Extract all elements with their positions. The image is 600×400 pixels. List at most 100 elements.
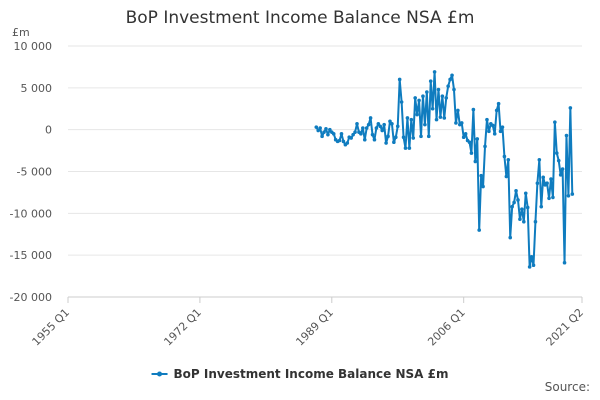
data-point[interactable] xyxy=(314,125,319,129)
data-point[interactable] xyxy=(388,119,392,124)
data-point[interactable] xyxy=(463,132,468,136)
data-point[interactable] xyxy=(349,136,353,140)
data-point[interactable] xyxy=(434,117,439,122)
data-point[interactable] xyxy=(450,73,454,78)
data-point[interactable] xyxy=(514,188,518,193)
data-point[interactable] xyxy=(428,79,433,83)
data-point[interactable] xyxy=(479,173,483,178)
data-point[interactable] xyxy=(481,184,485,189)
data-point[interactable] xyxy=(533,219,538,224)
data-point[interactable] xyxy=(545,181,549,186)
data-point[interactable] xyxy=(469,151,474,155)
data-point[interactable] xyxy=(390,122,394,126)
data-point[interactable] xyxy=(368,116,373,120)
data-point[interactable] xyxy=(518,217,522,221)
data-point[interactable] xyxy=(444,96,449,100)
data-point[interactable] xyxy=(413,96,417,100)
data-point[interactable] xyxy=(440,94,445,98)
data-point[interactable] xyxy=(525,205,530,210)
data-point[interactable] xyxy=(504,174,509,179)
data-point[interactable] xyxy=(378,124,383,129)
data-point[interactable] xyxy=(570,192,575,196)
data-point[interactable] xyxy=(568,106,573,110)
data-point[interactable] xyxy=(318,126,322,130)
data-point[interactable] xyxy=(506,157,511,162)
data-point[interactable] xyxy=(547,196,551,201)
data-point[interactable] xyxy=(494,108,499,113)
data-point[interactable] xyxy=(566,193,571,198)
data-point[interactable] xyxy=(425,90,429,94)
data-point[interactable] xyxy=(432,70,437,74)
data-point[interactable] xyxy=(510,204,514,209)
data-point[interactable] xyxy=(320,134,324,139)
data-point[interactable] xyxy=(374,126,379,130)
data-point[interactable] xyxy=(372,137,377,142)
data-point[interactable] xyxy=(353,130,357,134)
data-point[interactable] xyxy=(386,134,390,139)
data-point[interactable] xyxy=(401,135,406,139)
data-point[interactable] xyxy=(337,138,342,143)
data-point[interactable] xyxy=(415,112,419,117)
data-point[interactable] xyxy=(436,87,441,92)
legend[interactable]: BoP Investment Income Balance NSA £m xyxy=(151,367,449,381)
data-point[interactable] xyxy=(326,132,330,137)
data-point[interactable] xyxy=(553,120,557,124)
data-point[interactable] xyxy=(362,137,367,142)
data-point[interactable] xyxy=(405,116,410,120)
data-point[interactable] xyxy=(531,263,536,268)
data-point[interactable] xyxy=(512,200,516,205)
data-point[interactable] xyxy=(382,122,386,127)
data-point[interactable] xyxy=(430,106,435,111)
data-point[interactable] xyxy=(407,146,412,150)
data-point[interactable] xyxy=(376,122,381,126)
data-point[interactable] xyxy=(473,159,478,164)
data-point[interactable] xyxy=(438,115,443,119)
data-point[interactable] xyxy=(395,124,400,129)
data-point[interactable] xyxy=(456,108,460,113)
data-point[interactable] xyxy=(508,235,513,240)
data-point[interactable] xyxy=(454,121,458,125)
data-point[interactable] xyxy=(442,116,447,120)
data-point[interactable] xyxy=(527,265,532,269)
data-point[interactable] xyxy=(485,117,489,122)
data-point[interactable] xyxy=(522,219,526,224)
data-point[interactable] xyxy=(359,132,363,136)
data-point[interactable] xyxy=(459,121,464,125)
data-point[interactable] xyxy=(392,140,396,145)
data-point[interactable] xyxy=(393,135,398,139)
data-point[interactable] xyxy=(409,117,414,122)
data-point[interactable] xyxy=(560,167,565,171)
data-point[interactable] xyxy=(496,101,501,106)
data-point[interactable] xyxy=(316,128,321,133)
data-point[interactable] xyxy=(328,127,332,132)
data-point[interactable] xyxy=(448,77,452,82)
data-point[interactable] xyxy=(558,173,563,177)
data-point[interactable] xyxy=(549,177,553,181)
data-point[interactable] xyxy=(467,140,472,145)
data-point[interactable] xyxy=(331,132,336,136)
data-point[interactable] xyxy=(551,195,555,200)
data-point[interactable] xyxy=(452,87,456,92)
data-point[interactable] xyxy=(490,123,495,128)
data-point[interactable] xyxy=(411,136,416,140)
data-point[interactable] xyxy=(535,181,540,186)
data-point[interactable] xyxy=(498,129,503,134)
data-point[interactable] xyxy=(502,154,507,159)
data-point[interactable] xyxy=(554,151,559,155)
data-point[interactable] xyxy=(417,98,421,103)
data-point[interactable] xyxy=(564,133,569,138)
data-point[interactable] xyxy=(426,134,431,139)
data-point[interactable] xyxy=(419,134,423,139)
data-point[interactable] xyxy=(516,198,520,202)
data-point[interactable] xyxy=(556,158,561,163)
data-point[interactable] xyxy=(500,125,505,129)
data-point[interactable] xyxy=(322,130,326,134)
data-point[interactable] xyxy=(537,157,542,162)
data-point[interactable] xyxy=(324,127,328,131)
data-point[interactable] xyxy=(520,207,524,211)
data-point[interactable] xyxy=(492,132,497,136)
data-point[interactable] xyxy=(423,122,427,127)
data-point[interactable] xyxy=(461,135,466,139)
data-point[interactable] xyxy=(483,144,487,149)
data-point[interactable] xyxy=(366,122,371,127)
